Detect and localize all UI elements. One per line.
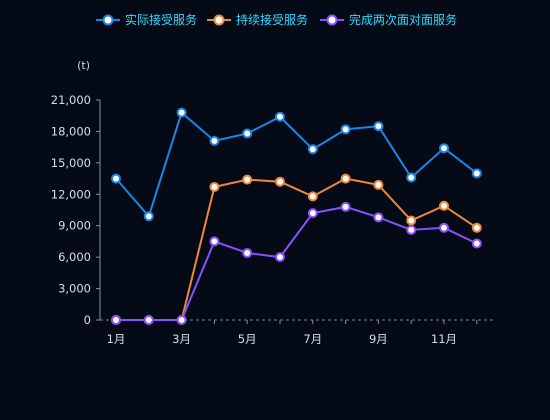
- data-point[interactable]: [439, 200, 449, 211]
- data-point[interactable]: [373, 179, 384, 190]
- data-point[interactable]: [307, 191, 318, 202]
- legend-label[interactable]: 持续接受服务: [236, 12, 308, 27]
- y-tick-label: 15,000: [51, 156, 91, 170]
- x-tick-label: 5月: [238, 332, 257, 346]
- data-point[interactable]: [275, 252, 285, 263]
- y-tick-label: 18,000: [51, 124, 91, 138]
- data-point[interactable]: [242, 247, 253, 258]
- x-tick-label: 7月: [303, 332, 322, 346]
- y-tick-label: 6,000: [58, 250, 91, 264]
- data-point[interactable]: [275, 176, 285, 187]
- data-point[interactable]: [242, 174, 253, 185]
- data-point[interactable]: [406, 172, 417, 183]
- data-point[interactable]: [275, 111, 285, 122]
- data-point[interactable]: [471, 222, 482, 233]
- data-point[interactable]: [439, 222, 449, 233]
- series-line: [115, 111, 478, 218]
- x-tick-label: 3月: [172, 332, 191, 346]
- data-point[interactable]: [143, 211, 154, 222]
- data-point[interactable]: [340, 201, 351, 212]
- data-point[interactable]: [176, 315, 187, 325]
- data-point[interactable]: [209, 181, 220, 192]
- data-point[interactable]: [406, 224, 417, 235]
- data-point[interactable]: [373, 212, 384, 223]
- data-point[interactable]: [143, 315, 154, 325]
- y-axis-unit-label: (t): [77, 59, 90, 72]
- series-line: [116, 177, 478, 321]
- data-point[interactable]: [209, 135, 220, 146]
- x-tick-label: 9月: [369, 332, 388, 346]
- data-point[interactable]: [471, 238, 482, 249]
- data-point[interactable]: [471, 168, 482, 179]
- data-point[interactable]: [307, 144, 318, 155]
- x-tick-label: 11月: [431, 332, 457, 346]
- series-line: [116, 205, 478, 321]
- y-tick-label: 3,000: [58, 282, 91, 296]
- data-point[interactable]: [340, 124, 351, 135]
- data-point[interactable]: [176, 107, 187, 118]
- data-point[interactable]: [406, 215, 417, 226]
- data-point[interactable]: [111, 315, 121, 325]
- data-point[interactable]: [373, 121, 384, 132]
- y-tick-label: 9,000: [58, 219, 91, 233]
- legend-label[interactable]: 实际接受服务: [125, 12, 197, 27]
- legend-marker: [213, 14, 225, 26]
- data-point[interactable]: [439, 143, 449, 154]
- y-tick-label: 21,000: [51, 93, 91, 107]
- y-tick-label: 0: [84, 313, 91, 327]
- legend-label[interactable]: 完成两次面对面服务: [349, 12, 457, 27]
- data-point[interactable]: [209, 236, 220, 247]
- x-tick-label: 1月: [107, 332, 126, 346]
- data-point[interactable]: [307, 208, 318, 219]
- data-point[interactable]: [340, 173, 351, 184]
- y-tick-label: 12,000: [51, 187, 91, 201]
- data-point[interactable]: [242, 128, 253, 139]
- legend-marker: [326, 14, 338, 26]
- data-point[interactable]: [111, 173, 121, 184]
- legend-marker: [102, 14, 114, 26]
